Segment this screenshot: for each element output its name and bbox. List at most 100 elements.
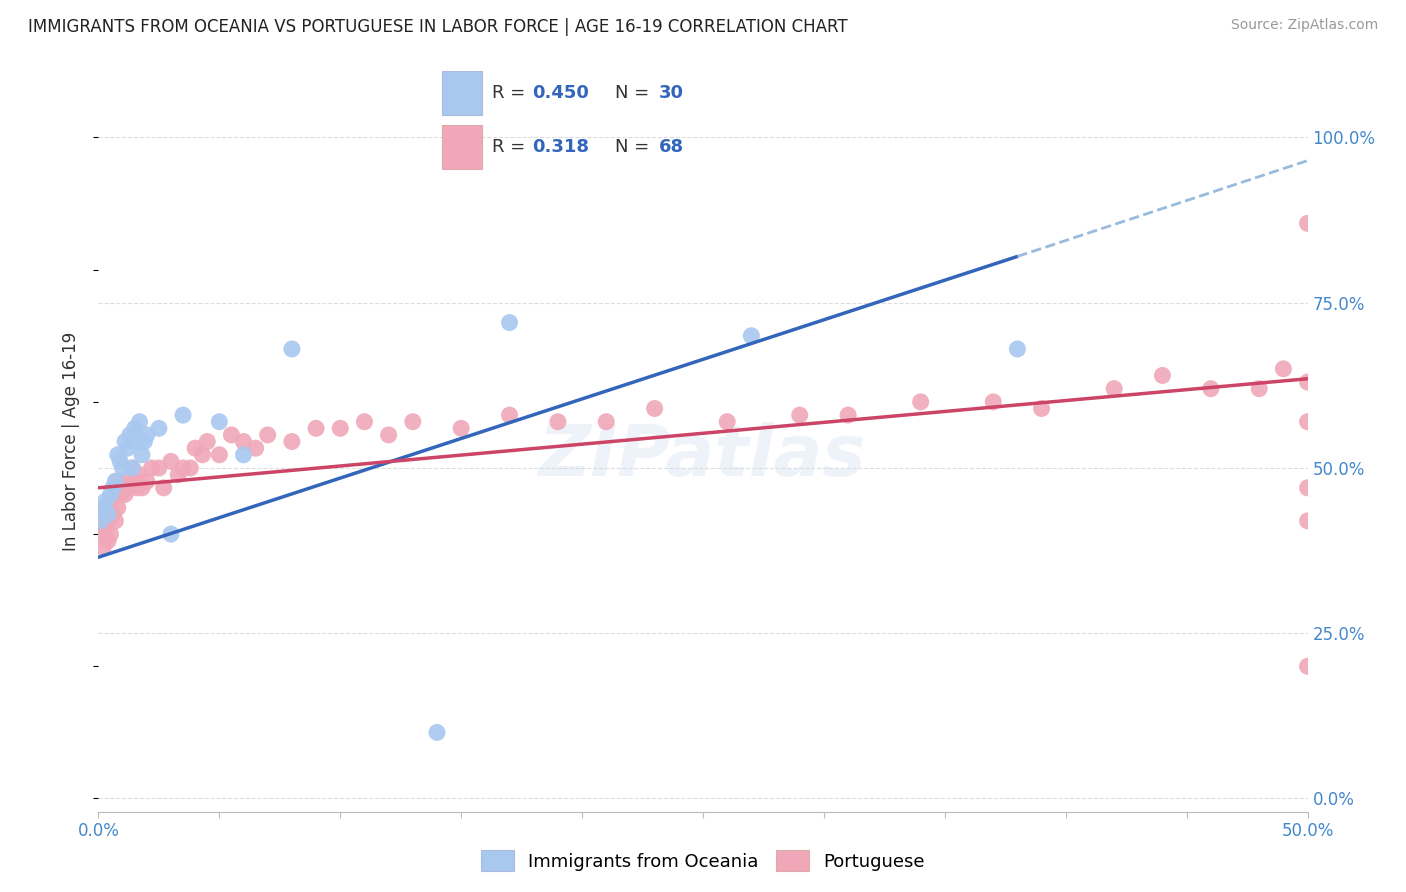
Point: [208, 448, 231, 462]
Point: [117, 441, 139, 455]
Point: [141, 461, 163, 475]
Point: [644, 401, 666, 416]
Point: [1007, 342, 1029, 356]
Point: [124, 474, 146, 488]
Point: [1199, 382, 1222, 396]
Point: [160, 454, 183, 468]
Point: [104, 474, 127, 488]
Point: [1152, 368, 1174, 383]
Point: [402, 415, 425, 429]
Point: [172, 408, 194, 422]
Text: R =: R =: [492, 84, 530, 102]
Point: [127, 434, 149, 449]
Point: [910, 395, 932, 409]
Point: [114, 487, 136, 501]
Text: N =: N =: [616, 138, 655, 156]
Point: [377, 428, 399, 442]
Text: 0.450: 0.450: [531, 84, 589, 102]
Point: [353, 415, 375, 429]
Text: N =: N =: [616, 84, 655, 102]
Point: [152, 481, 174, 495]
Point: [148, 461, 170, 475]
Point: [107, 500, 129, 515]
Point: [184, 441, 207, 455]
Point: [1031, 401, 1053, 416]
Legend: Immigrants from Oceania, Portuguese: Immigrants from Oceania, Portuguese: [474, 843, 932, 879]
Text: 68: 68: [658, 138, 683, 156]
Point: [179, 461, 201, 475]
Point: [547, 415, 569, 429]
Point: [94, 494, 117, 508]
Point: [100, 487, 122, 501]
Point: [167, 467, 190, 482]
Point: [117, 474, 139, 488]
Point: [1296, 659, 1319, 673]
Point: [329, 421, 352, 435]
Point: [97, 514, 120, 528]
Point: [450, 421, 472, 435]
Point: [595, 415, 617, 429]
Point: [91, 541, 114, 555]
Point: [131, 448, 153, 462]
Point: [256, 428, 278, 442]
Point: [91, 508, 114, 522]
Point: [208, 415, 231, 429]
Point: [1272, 361, 1295, 376]
Text: R =: R =: [492, 138, 536, 156]
Point: [837, 408, 859, 422]
Point: [108, 487, 131, 501]
Point: [498, 408, 520, 422]
Point: [100, 527, 122, 541]
Point: [195, 434, 218, 449]
Point: [108, 454, 131, 468]
Bar: [441, 125, 482, 169]
Point: [107, 474, 129, 488]
Point: [111, 461, 134, 475]
Y-axis label: In Labor Force | Age 16-19: In Labor Force | Age 16-19: [62, 332, 80, 551]
Point: [789, 408, 811, 422]
Point: [118, 481, 141, 495]
Point: [148, 421, 170, 435]
Point: [121, 461, 143, 475]
Point: [124, 421, 146, 435]
Point: [91, 500, 114, 515]
Point: [114, 434, 136, 449]
Point: [498, 316, 520, 330]
Text: 30: 30: [658, 84, 683, 102]
Point: [981, 395, 1004, 409]
Point: [305, 421, 328, 435]
Point: [121, 461, 143, 475]
Point: [716, 415, 738, 429]
Point: [100, 494, 122, 508]
Point: [127, 481, 149, 495]
Point: [101, 508, 124, 522]
Point: [740, 328, 762, 343]
Point: [104, 514, 127, 528]
Point: [90, 527, 112, 541]
Point: [104, 487, 127, 501]
Point: [97, 533, 120, 548]
Bar: [441, 70, 482, 114]
Point: [1296, 375, 1319, 389]
Point: [232, 448, 254, 462]
Point: [1296, 415, 1319, 429]
Point: [1102, 382, 1125, 396]
Point: [111, 481, 134, 495]
Point: [281, 342, 304, 356]
Point: [128, 415, 150, 429]
Point: [1296, 216, 1319, 230]
Text: ZIPatlas: ZIPatlas: [540, 422, 866, 491]
Point: [97, 508, 120, 522]
Point: [160, 527, 183, 541]
Point: [1296, 481, 1319, 495]
Point: [134, 434, 156, 449]
Text: 0.318: 0.318: [531, 138, 589, 156]
Point: [191, 448, 214, 462]
Text: Source: ZipAtlas.com: Source: ZipAtlas.com: [1230, 18, 1378, 32]
Point: [128, 467, 150, 482]
Point: [131, 481, 153, 495]
Point: [101, 481, 124, 495]
Point: [281, 434, 304, 449]
Point: [172, 461, 194, 475]
Point: [221, 428, 243, 442]
